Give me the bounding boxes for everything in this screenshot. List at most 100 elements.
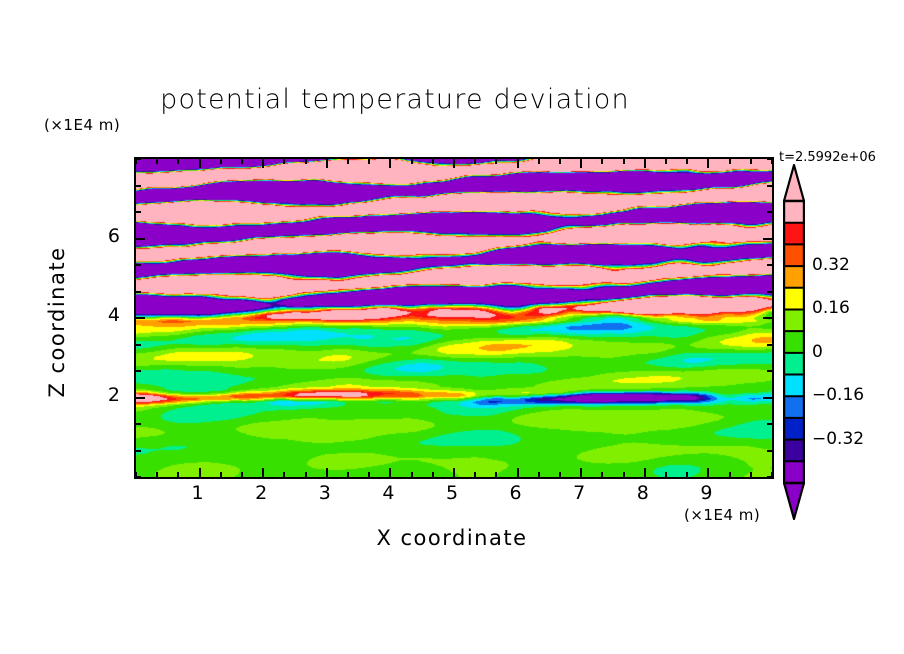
y-axis-right-minor-tick [767, 449, 772, 452]
x-axis-top-minor-tick [771, 159, 772, 164]
colorbar-tick-label: 0.16 [812, 298, 850, 319]
colorbar-band [784, 439, 804, 462]
x-axis-top-major-tick [707, 159, 710, 168]
y-axis-minor-tick [136, 370, 141, 372]
y-axis-minor-tick [136, 211, 141, 213]
x-axis-minor-tick [177, 472, 180, 477]
x-axis-top-major-tick [389, 159, 392, 168]
y-axis-unit-label: (×1E4 m) [44, 116, 121, 134]
colorbar-frame [783, 199, 805, 485]
x-axis-tick-label: 4 [382, 482, 395, 504]
x-axis-major-tick [580, 468, 583, 477]
x-axis-top-minor-tick [410, 159, 413, 164]
x-axis-top-major-tick [516, 159, 519, 168]
y-axis-tick-label: 2 [107, 383, 120, 406]
x-axis-minor-tick [474, 472, 477, 477]
x-axis-minor-tick [283, 472, 286, 477]
x-axis-minor-tick [410, 472, 413, 477]
y-axis-tick-label: 6 [107, 224, 120, 247]
y-axis-minor-tick [136, 264, 141, 266]
colorbar-band [784, 396, 804, 419]
x-axis-top-minor-tick [136, 159, 137, 164]
x-axis-top-minor-tick [156, 159, 159, 164]
x-axis-major-tick [389, 468, 392, 477]
colorbar [783, 163, 805, 521]
x-axis-minor-tick [136, 472, 137, 477]
x-axis-minor-tick [665, 472, 667, 477]
x-axis-minor-tick [601, 472, 604, 477]
y-axis-right-minor-tick [767, 476, 772, 477]
x-axis-tick-label: 6 [509, 482, 522, 504]
x-axis-major-tick [643, 468, 646, 477]
x-axis-major-tick [262, 468, 265, 477]
x-axis-top-minor-tick [219, 159, 222, 164]
colorbar-band [784, 287, 804, 310]
x-axis-major-tick [325, 468, 328, 477]
x-axis-title: X coordinate [376, 526, 528, 550]
y-axis-right-minor-tick [767, 423, 772, 425]
x-axis-top-minor-tick [728, 159, 731, 164]
x-axis-minor-tick [728, 472, 731, 477]
contour-field [136, 159, 772, 477]
x-axis-minor-tick [304, 472, 307, 477]
colorbar-tick-label: 0.32 [812, 255, 850, 276]
x-axis-top-minor-tick [495, 159, 498, 164]
colorbar-tick-label: 0 [812, 341, 823, 362]
colorbar-graphic [783, 163, 805, 521]
x-axis-top-minor-tick [537, 159, 540, 164]
colorbar-under-arrow [783, 481, 805, 521]
x-axis-top-minor-tick [686, 159, 689, 164]
y-axis-right-minor-tick [767, 343, 772, 346]
y-axis-minor-tick [136, 290, 141, 293]
x-axis-tick-label: 1 [191, 482, 204, 504]
x-axis-top-minor-tick [431, 159, 434, 164]
timestamp-annotation: t=2.5992e+06 [779, 150, 876, 165]
x-axis-minor-tick [686, 472, 689, 477]
y-axis-major-tick [136, 317, 145, 319]
y-axis-major-tick [136, 237, 145, 240]
colorbar-band [784, 222, 804, 245]
y-axis-minor-tick [136, 159, 141, 160]
x-axis-tick-label: 8 [636, 482, 649, 504]
x-axis-top-major-tick [643, 159, 646, 168]
x-axis-tick-label: 5 [445, 482, 459, 504]
colorbar-band [784, 417, 804, 441]
x-axis-tick-label: 2 [255, 482, 268, 504]
y-axis-minor-tick [136, 476, 141, 477]
colorbar-over-arrow [783, 163, 805, 203]
x-axis-minor-tick [537, 472, 540, 477]
colorbar-band [784, 352, 804, 376]
x-axis-minor-tick [431, 472, 434, 477]
colorbar-tick-label: −0.16 [812, 385, 865, 406]
x-axis-top-major-tick [198, 159, 201, 168]
y-axis-right-minor-tick [767, 370, 772, 372]
colorbar-band [784, 461, 804, 484]
colorbar-band [784, 201, 804, 224]
x-axis-top-minor-tick [347, 159, 349, 164]
x-axis-top-major-tick [580, 159, 583, 168]
y-axis-right-minor-tick [767, 290, 772, 293]
x-axis-minor-tick [347, 472, 349, 477]
y-axis-right-minor-tick [767, 264, 772, 266]
y-axis-minor-tick [136, 449, 141, 452]
x-axis-top-minor-tick [177, 159, 180, 164]
x-axis-top-minor-tick [601, 159, 604, 164]
x-axis-top-major-tick [453, 159, 455, 168]
y-axis-minor-tick [136, 423, 141, 425]
y-axis-right-major-tick [763, 396, 772, 399]
y-axis-right-minor-tick [767, 159, 772, 160]
x-axis-top-minor-tick [283, 159, 286, 164]
colorbar-band [784, 266, 804, 289]
x-axis-minor-tick [559, 472, 561, 477]
contour-plot-area [134, 157, 774, 479]
colorbar-band [784, 374, 804, 397]
x-axis-minor-tick [622, 472, 625, 477]
x-axis-top-minor-tick [368, 159, 371, 164]
colorbar-tick-label: −0.32 [812, 428, 865, 449]
x-axis-tick-label: 3 [318, 482, 331, 504]
y-axis-right-minor-tick [767, 211, 772, 213]
y-axis-minor-tick [136, 343, 141, 346]
x-axis-minor-tick [219, 472, 222, 477]
x-axis-minor-tick [495, 472, 498, 477]
